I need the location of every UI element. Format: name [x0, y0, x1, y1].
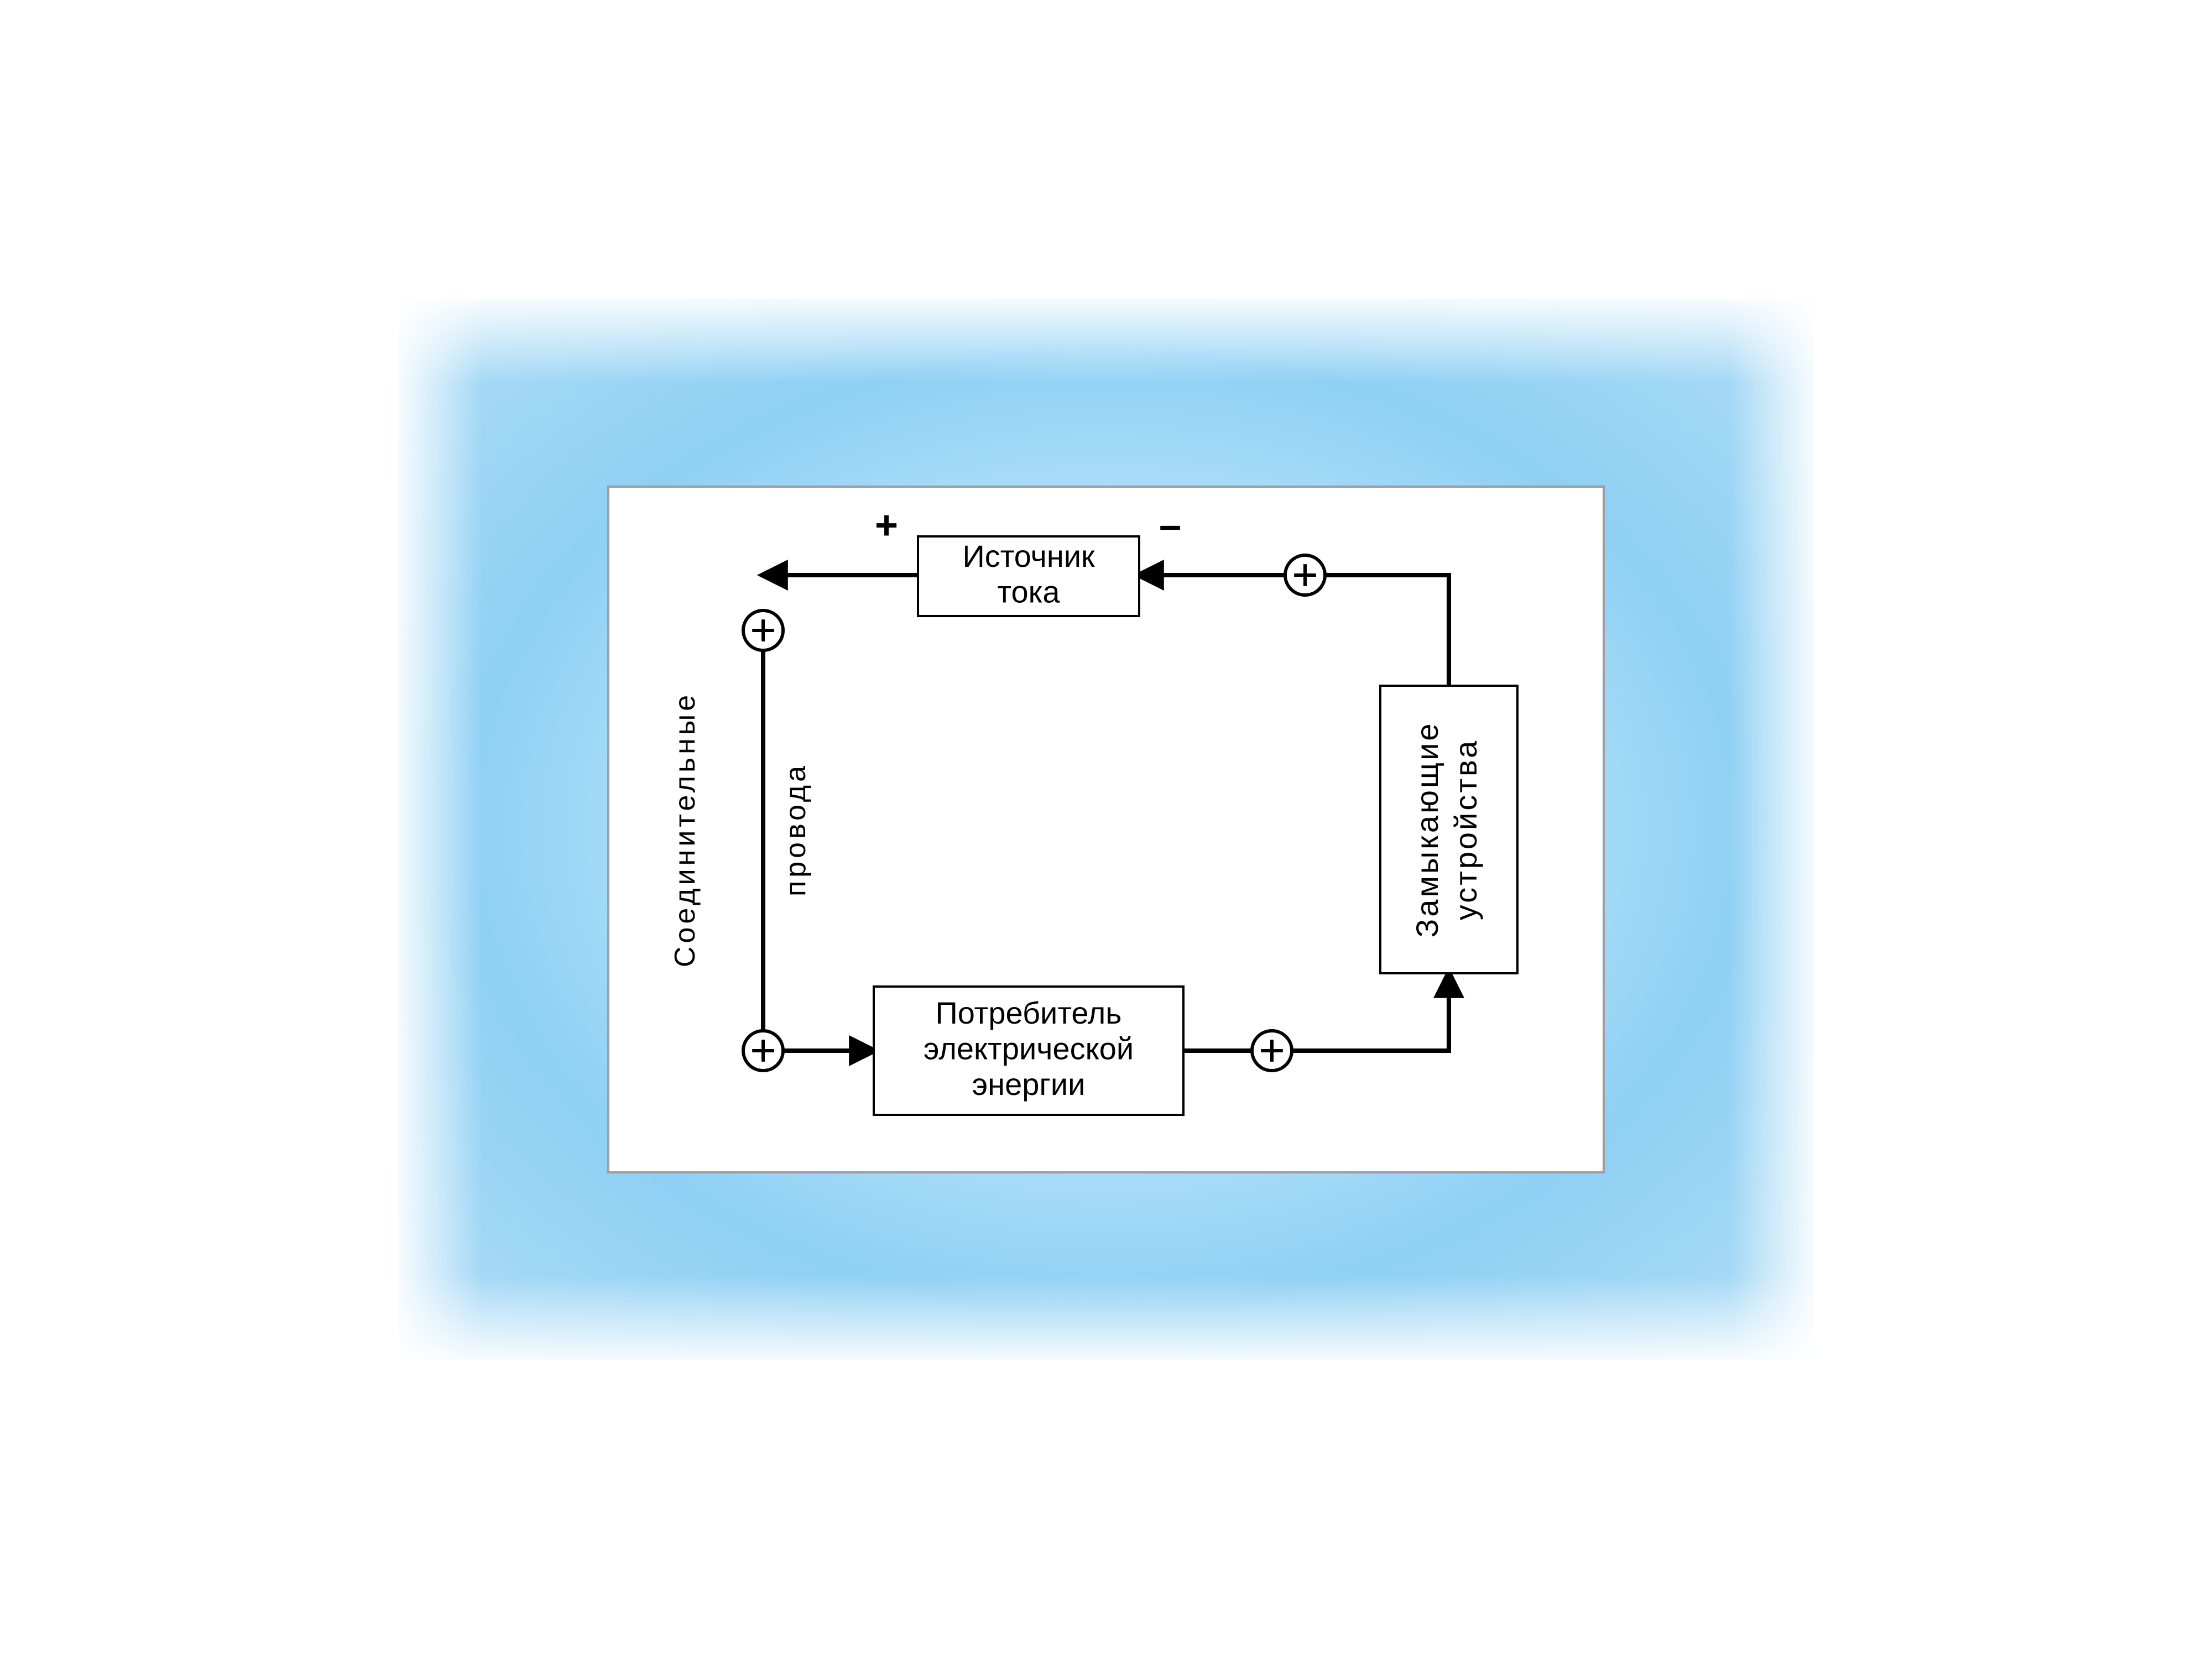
outer-canvas: Источниктока Потребительэлектрическойэнер… [0, 0, 2212, 1659]
pc-bottom-left [743, 1031, 783, 1071]
side-label-wires: провода [780, 763, 812, 896]
pc-bottom-mid [1252, 1031, 1292, 1071]
circuit-diagram: Источниктока Потребительэлектрическойэнер… [398, 299, 1814, 1360]
consumer-box-label-0: Потребитель [936, 995, 1122, 1030]
switch-box-label-0: Замыкающие [1410, 721, 1444, 937]
minus-sign: – [1159, 503, 1181, 547]
pc-top-right [1285, 555, 1325, 595]
consumer-box-label-2: энергии [972, 1067, 1086, 1102]
consumer-box-label-1: электрической [924, 1031, 1134, 1066]
plus-sign: + [875, 503, 898, 547]
switch-box-label-1: устройства [1448, 739, 1483, 921]
source-box-label-1: тока [997, 575, 1060, 609]
consumer-box: Потребительэлектрическойэнергии [874, 987, 1183, 1115]
source-box: Источниктока [918, 536, 1139, 616]
pc-top-left [743, 611, 783, 650]
switch-box: Замыкающиеустройства [1380, 686, 1517, 973]
source-box-label-0: Источник [962, 539, 1095, 573]
diagram-container: Источниктока Потребительэлектрическойэнер… [398, 299, 1814, 1360]
side-label-connecting: Соединительные [669, 692, 701, 967]
